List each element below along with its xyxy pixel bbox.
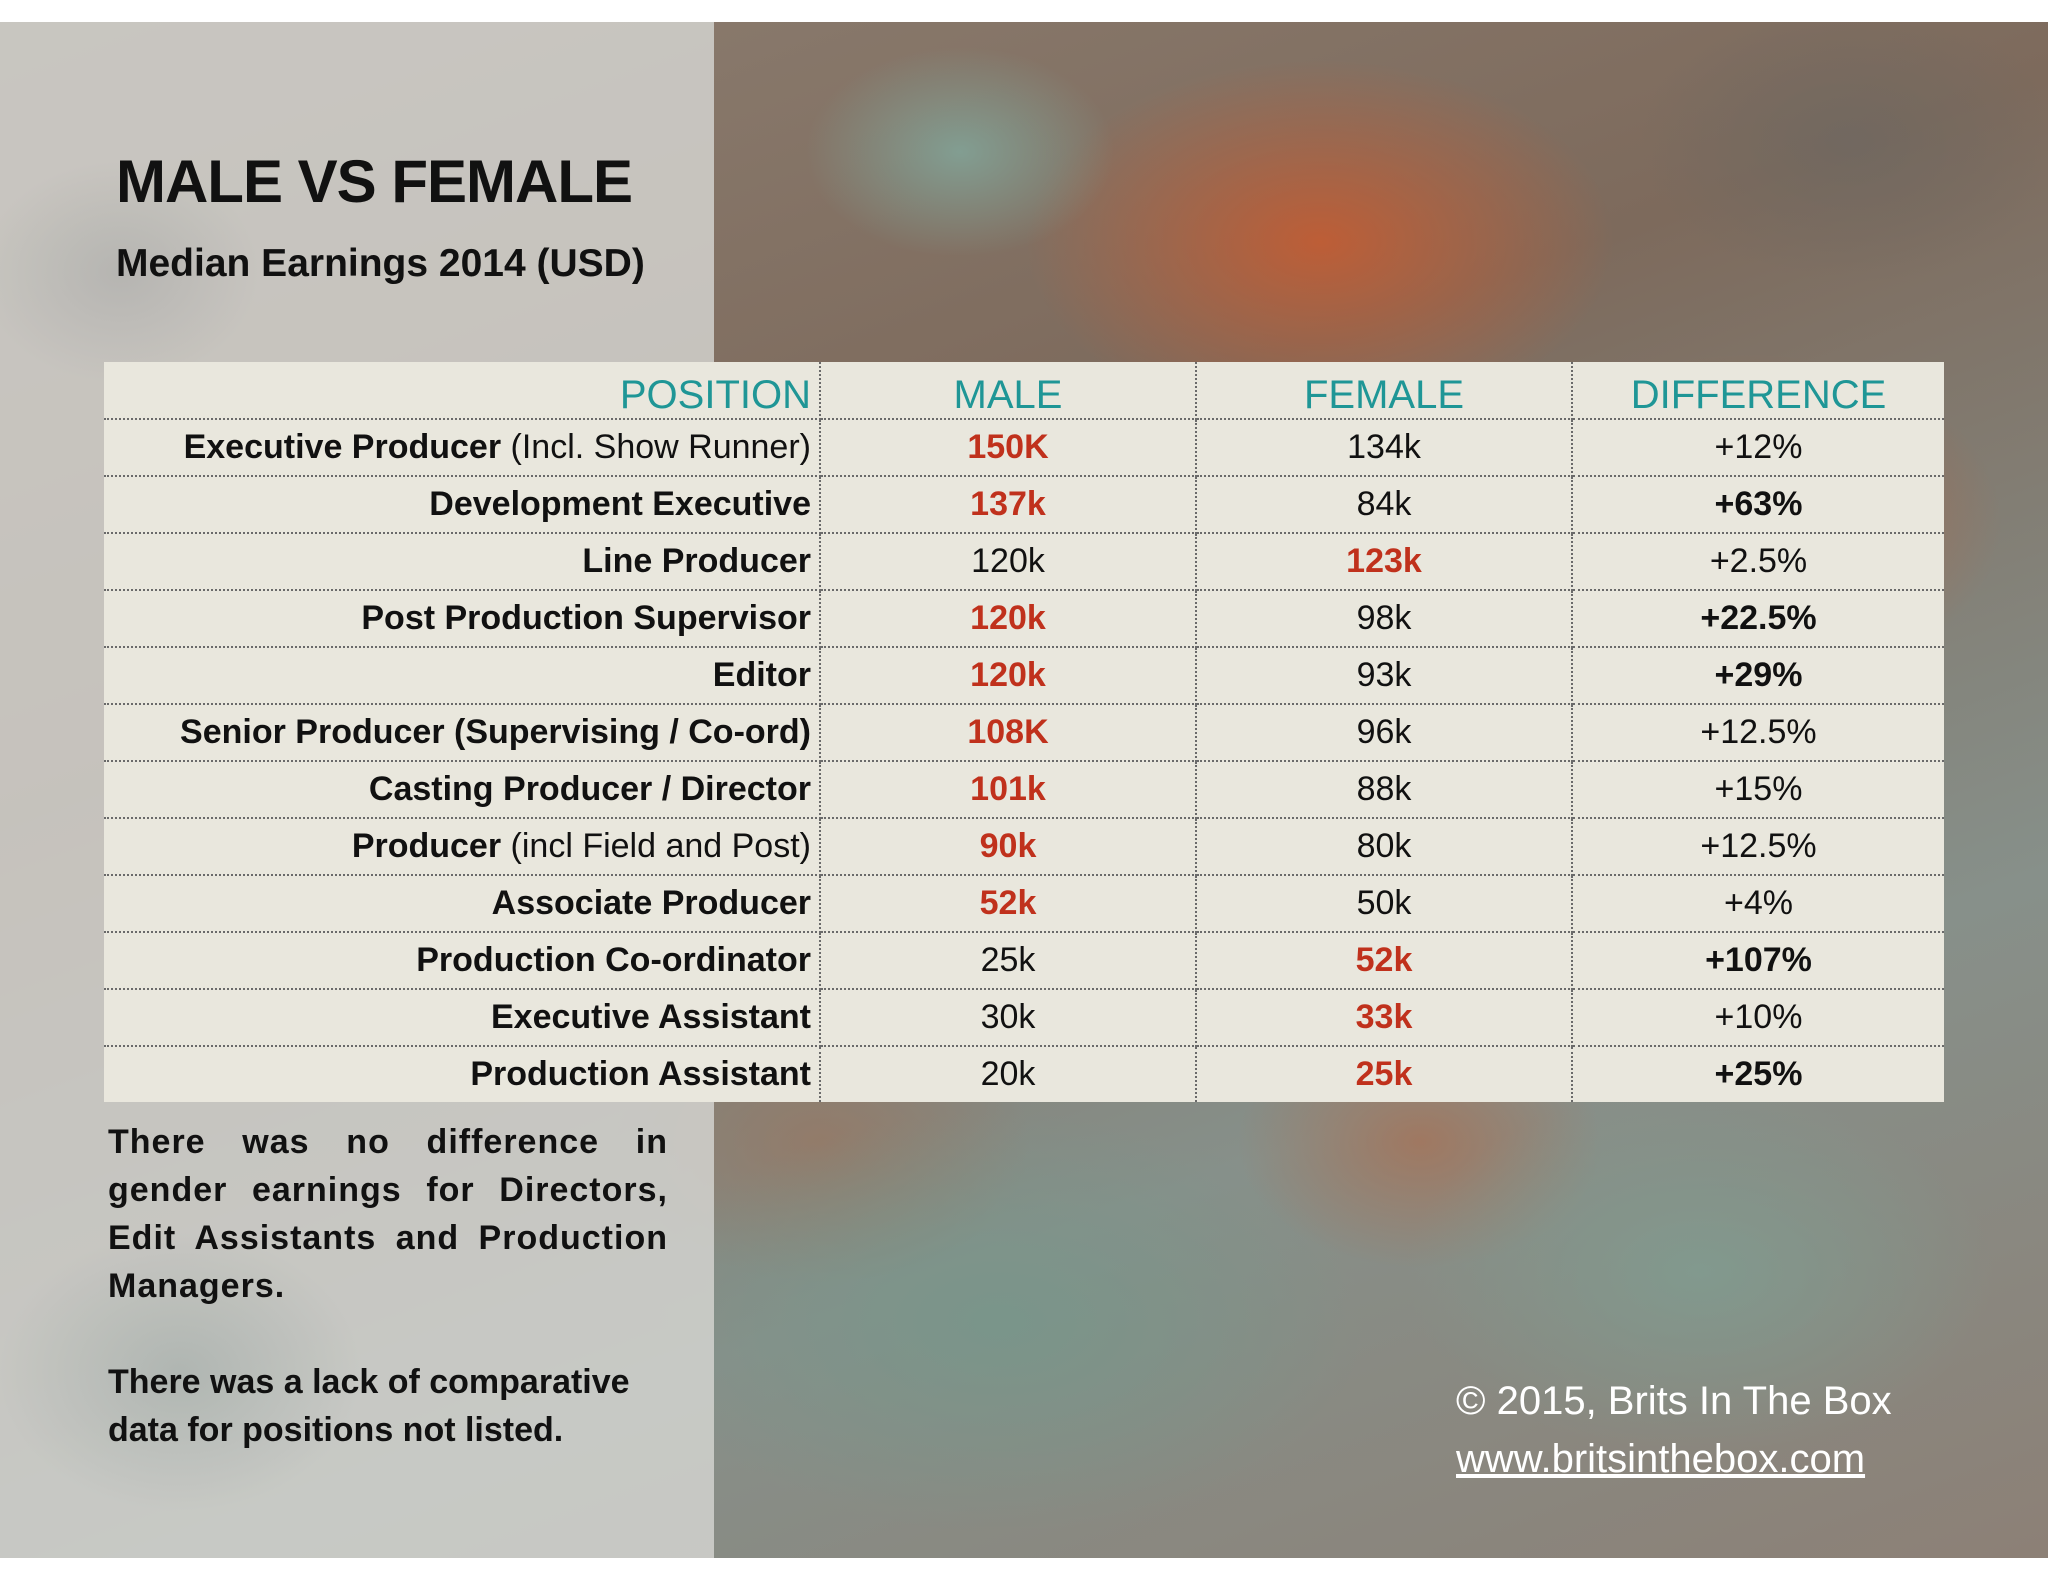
cell-female: 88k (1196, 761, 1573, 819)
position-note: (incl Field and Post) (510, 827, 811, 865)
cell-difference: +107% (1572, 932, 1944, 990)
position-name: Producer (351, 827, 502, 865)
cell-female: 134k (1196, 419, 1573, 477)
cell-position: Casting Producer / Director (104, 761, 821, 819)
credit: © 2015, Brits In The Box www.britsintheb… (1456, 1372, 1892, 1488)
table-row: Associate Producer 52k 50k +4% (104, 875, 1944, 933)
table-body: Executive Producer (Incl. Show Runner) 15… (104, 419, 1944, 1102)
cell-female: 93k (1196, 647, 1573, 705)
position-name: Post Production Supervisor (361, 599, 811, 637)
position-name: Executive Producer (183, 428, 502, 466)
cell-position: Post Production Supervisor (104, 590, 821, 648)
cell-male: 120k (820, 647, 1197, 705)
table-row: Producer (incl Field and Post) 90k 80k +12.… (104, 818, 1944, 876)
position-name: Associate Producer (491, 884, 811, 922)
cell-difference: +63% (1572, 476, 1944, 534)
table-row: Line Producer 120k 123k +2.5% (104, 533, 1944, 591)
cell-difference: +15% (1572, 761, 1944, 819)
cell-female: 25k (1196, 1046, 1573, 1102)
table-row: Production Assistant 20k 25k +25% (104, 1046, 1944, 1102)
cell-difference: +12.5% (1572, 818, 1944, 876)
cell-position: Line Producer (104, 533, 821, 591)
cell-male: 52k (820, 875, 1197, 933)
cell-difference: +12.5% (1572, 704, 1944, 762)
cell-female: 52k (1196, 932, 1573, 990)
cell-difference: +10% (1572, 989, 1944, 1047)
cell-male: 101k (820, 761, 1197, 819)
note-lack-of-data: There was a lack of comparative data for… (108, 1363, 630, 1449)
cell-male: 120k (820, 533, 1197, 591)
cell-position: Senior Producer (Supervising / Co-ord) (104, 704, 821, 762)
cell-male: 20k (820, 1046, 1197, 1102)
website-link[interactable]: www.britsinthebox.com (1456, 1437, 1866, 1481)
position-name: Production Co-ordinator (416, 941, 811, 979)
cell-male: 25k (820, 932, 1197, 990)
cell-male: 137k (820, 476, 1197, 534)
cell-male: 90k (820, 818, 1197, 876)
cell-position: Production Co-ordinator (104, 932, 821, 990)
cell-male: 108K (820, 704, 1197, 762)
earnings-table: POSITION MALE FEMALE DIFFERENCE Executiv… (104, 362, 1944, 1102)
position-name: Senior Producer (Supervising / Co-ord) (180, 713, 811, 751)
position-name: Production Assistant (470, 1055, 811, 1093)
column-header-female: FEMALE (1196, 362, 1573, 420)
table-row: Senior Producer (Supervising / Co-ord) 10… (104, 704, 1944, 762)
table-row: Development Executive 137k 84k +63% (104, 476, 1944, 534)
cell-female: 123k (1196, 533, 1573, 591)
table-row: Executive Producer (Incl. Show Runner) 15… (104, 419, 1944, 477)
column-header-position: POSITION (104, 362, 821, 420)
position-name: Editor (712, 656, 811, 694)
cell-position: Development Executive (104, 476, 821, 534)
background-texture: MALE VS FEMALE Median Earnings 2014 (USD… (0, 22, 2048, 1558)
cell-position: Editor (104, 647, 821, 705)
cell-position: Associate Producer (104, 875, 821, 933)
cell-difference: +4% (1572, 875, 1944, 933)
page-title: MALE VS FEMALE (116, 148, 633, 215)
note-no-difference: There was no difference in gender earnin… (108, 1123, 668, 1305)
cell-male: 120k (820, 590, 1197, 648)
cell-female: 80k (1196, 818, 1573, 876)
cell-position: Executive Producer (Incl. Show Runner) (104, 419, 821, 477)
table-row: Production Co-ordinator 25k 52k +107% (104, 932, 1944, 990)
cell-position: Producer (incl Field and Post) (104, 818, 821, 876)
cell-female: 33k (1196, 989, 1573, 1047)
table-row: Executive Assistant 30k 33k +10% (104, 989, 1944, 1047)
cell-difference: +12% (1572, 419, 1944, 477)
position-name: Line Producer (582, 542, 811, 580)
table-header-row: POSITION MALE FEMALE DIFFERENCE (104, 362, 1944, 420)
table-row: Post Production Supervisor 120k 98k +22.5% (104, 590, 1944, 648)
cell-female: 84k (1196, 476, 1573, 534)
cell-male: 150K (820, 419, 1197, 477)
cell-female: 96k (1196, 704, 1573, 762)
table-row: Casting Producer / Director 101k 88k +15% (104, 761, 1944, 819)
column-header-male: MALE (820, 362, 1197, 420)
cell-female: 98k (1196, 590, 1573, 648)
cell-difference: +29% (1572, 647, 1944, 705)
cell-position: Production Assistant (104, 1046, 821, 1102)
position-note: (Incl. Show Runner) (510, 428, 811, 466)
cell-position: Executive Assistant (104, 989, 821, 1047)
notes: There was no difference in gender earnin… (108, 1118, 668, 1454)
column-header-difference: DIFFERENCE (1572, 362, 1944, 420)
position-name: Casting Producer / Director (368, 770, 811, 808)
position-name: Executive Assistant (491, 998, 811, 1036)
cell-difference: +25% (1714, 1055, 1803, 1093)
table-row: Editor 120k 93k +29% (104, 647, 1944, 705)
cell-female: 50k (1196, 875, 1573, 933)
page-subtitle: Median Earnings 2014 (USD) (116, 242, 645, 285)
cell-male: 30k (820, 989, 1197, 1047)
cell-difference: +2.5% (1572, 533, 1944, 591)
position-name: Development Executive (429, 485, 811, 523)
cell-difference: +22.5% (1572, 590, 1944, 648)
copyright-text: © 2015, Brits In The Box (1456, 1379, 1892, 1423)
